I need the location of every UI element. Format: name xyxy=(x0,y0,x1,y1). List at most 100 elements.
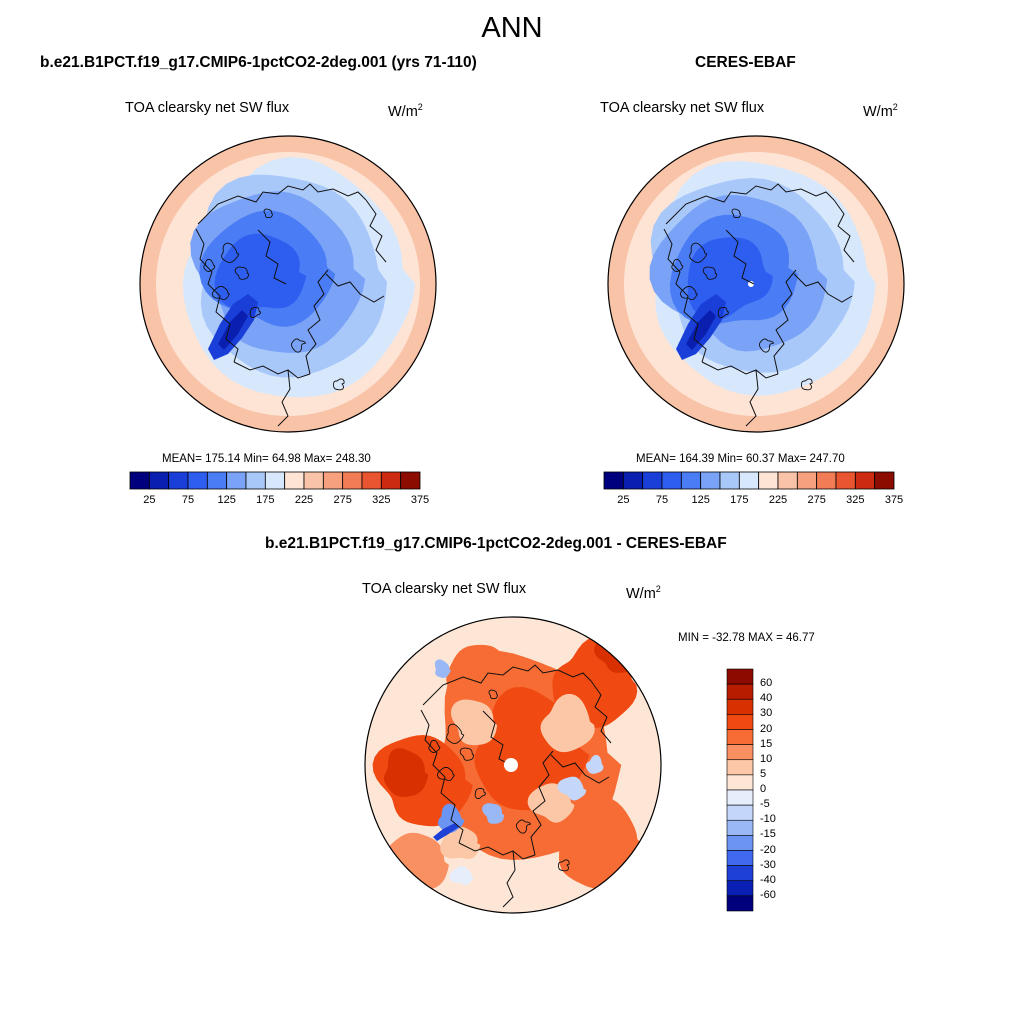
model-colorbar-tick-label: 125 xyxy=(217,494,236,506)
diff-colorbar-labels: 60 40 30 20 15 10 5 0 -5 -10 -15 -20 -30 -40 -60 xyxy=(760,669,800,911)
diff-colorbar-tick-label: 20 xyxy=(760,722,773,735)
diff-negative-anomaly xyxy=(449,866,474,886)
model-colorbar-swatch xyxy=(187,471,208,490)
coastline xyxy=(773,269,797,375)
obs-colorbar-swatch xyxy=(603,471,624,490)
coastline-island xyxy=(689,242,708,263)
diff-colorbar-swatch xyxy=(726,865,754,882)
diff-pole-hole xyxy=(504,758,518,772)
model-colorbar-tick-label: 175 xyxy=(256,494,275,506)
diff-colorbar-tick-label: 30 xyxy=(760,707,773,720)
diff-positive-anomaly xyxy=(446,644,513,702)
model-colorbar-tick-label: 75 xyxy=(181,494,195,506)
model-colorbar-labels: 25 75 125 175 225 275 325 375 xyxy=(130,494,429,508)
model-colorbar-swatch xyxy=(284,471,305,490)
diff-colorbar-swatch xyxy=(726,729,754,745)
coastline xyxy=(665,183,835,225)
model-colorbar-swatch xyxy=(322,471,344,490)
obs-colorbar-tick-label: 375 xyxy=(884,494,904,506)
diff-colorbar-tick-label: 15 xyxy=(760,737,773,750)
coastline-island xyxy=(234,266,250,280)
coastline-island xyxy=(291,338,307,353)
obs-colorbar-swatch xyxy=(874,471,895,490)
diff-map-border xyxy=(364,616,662,914)
diff-positive-anomaly xyxy=(384,748,429,797)
diff-panel-header: b.e21.B1PCT.f19_g17.CMIP6-1pctCO2-2deg.0… xyxy=(265,535,727,552)
coastline xyxy=(420,709,464,844)
obs-colorbar-tick-label: 125 xyxy=(691,494,710,506)
model-greenland-core xyxy=(218,310,248,350)
diff-colorbar-tick-label: -5 xyxy=(760,798,770,811)
obs-colorbar-tick-label: 275 xyxy=(807,494,826,506)
coastline xyxy=(793,273,853,303)
obs-colorbar xyxy=(603,471,895,490)
coastline xyxy=(325,273,385,303)
obs-colorbar-tick-label: 25 xyxy=(617,494,630,506)
obs-colorbar-swatch xyxy=(738,471,760,490)
diff-colorbar-swatch xyxy=(726,714,754,730)
diff-strong-negative-anomaly xyxy=(433,823,459,841)
obs-colorbar-tick-label: 225 xyxy=(768,494,788,506)
coastline-island xyxy=(459,747,475,761)
coastline-island xyxy=(680,285,698,301)
diff-colorbar-swatch xyxy=(726,774,754,791)
coastline-island xyxy=(221,242,240,263)
coastline-island xyxy=(671,258,684,272)
coastline-island xyxy=(558,859,570,872)
model-colorbar-swatch xyxy=(148,471,170,490)
model-colorbar-swatch xyxy=(342,471,363,490)
coastline xyxy=(422,664,592,706)
coastline-island xyxy=(437,766,455,782)
diff-negative-anomaly xyxy=(557,776,587,801)
obs-stats: MEAN= 164.39 Min= 60.37 Max= 247.70 xyxy=(636,453,845,465)
coastline xyxy=(482,710,512,766)
model-colorbar-tick-label: 325 xyxy=(372,494,391,506)
obs-map-border xyxy=(607,135,905,433)
coastline-island xyxy=(801,378,813,391)
diff-weak-anomaly xyxy=(440,826,481,859)
diff-colorbar-tick-label: 0 xyxy=(760,783,767,795)
obs-pole-hole xyxy=(748,281,754,287)
diff-weak-anomaly xyxy=(540,694,595,753)
coastline xyxy=(502,850,516,908)
diff-colorbar-swatch xyxy=(726,850,754,866)
obs-colorbar-swatch xyxy=(622,471,644,490)
model-colorbar-swatch xyxy=(129,471,150,490)
coastline-island xyxy=(717,307,729,319)
diff-units-label: W/m2 xyxy=(626,584,661,602)
diff-colorbar xyxy=(726,668,754,912)
obs-greenland-core xyxy=(686,310,716,350)
model-colorbar-tick-label: 25 xyxy=(143,494,156,506)
diff-colorbar-swatch xyxy=(726,804,754,821)
model-colorbar-swatch xyxy=(168,471,189,490)
coastline xyxy=(663,228,707,363)
coastline xyxy=(305,269,329,375)
coastline xyxy=(195,228,239,363)
diff-colorbar-swatch xyxy=(726,698,754,715)
obs-colorbar-tick-label: 75 xyxy=(655,494,669,506)
obs-colorbar-swatch xyxy=(700,471,721,490)
model-colorbar-swatch xyxy=(206,471,228,490)
model-colorbar-swatch xyxy=(303,471,324,490)
coastline xyxy=(530,750,554,856)
diff-negative-anomaly xyxy=(482,803,505,824)
model-units-label: W/m2 xyxy=(388,102,423,120)
coastline xyxy=(233,361,311,379)
model-colorbar-swatch xyxy=(361,471,382,490)
coastline-island xyxy=(446,723,465,744)
diff-colorbar-swatch xyxy=(726,683,754,700)
coastline-island xyxy=(333,378,345,391)
obs-colorbar-tick-label: 175 xyxy=(730,494,749,506)
model-colorbar-tick-label: 375 xyxy=(410,494,430,506)
coastline-island xyxy=(759,338,775,353)
diff-colorbar-swatch xyxy=(726,789,754,806)
coastline-island xyxy=(702,266,718,280)
diff-colorbar-tick-label: 60 xyxy=(760,677,773,690)
coastline-island xyxy=(474,788,486,800)
diff-colorbar-tick-label: 10 xyxy=(760,752,773,765)
model-colorbar xyxy=(129,471,421,490)
diff-colorbar-tick-label: -60 xyxy=(760,888,776,901)
diff-negative-anomaly xyxy=(434,659,451,678)
obs-colorbar-swatch xyxy=(835,471,856,490)
coastline xyxy=(277,369,291,427)
